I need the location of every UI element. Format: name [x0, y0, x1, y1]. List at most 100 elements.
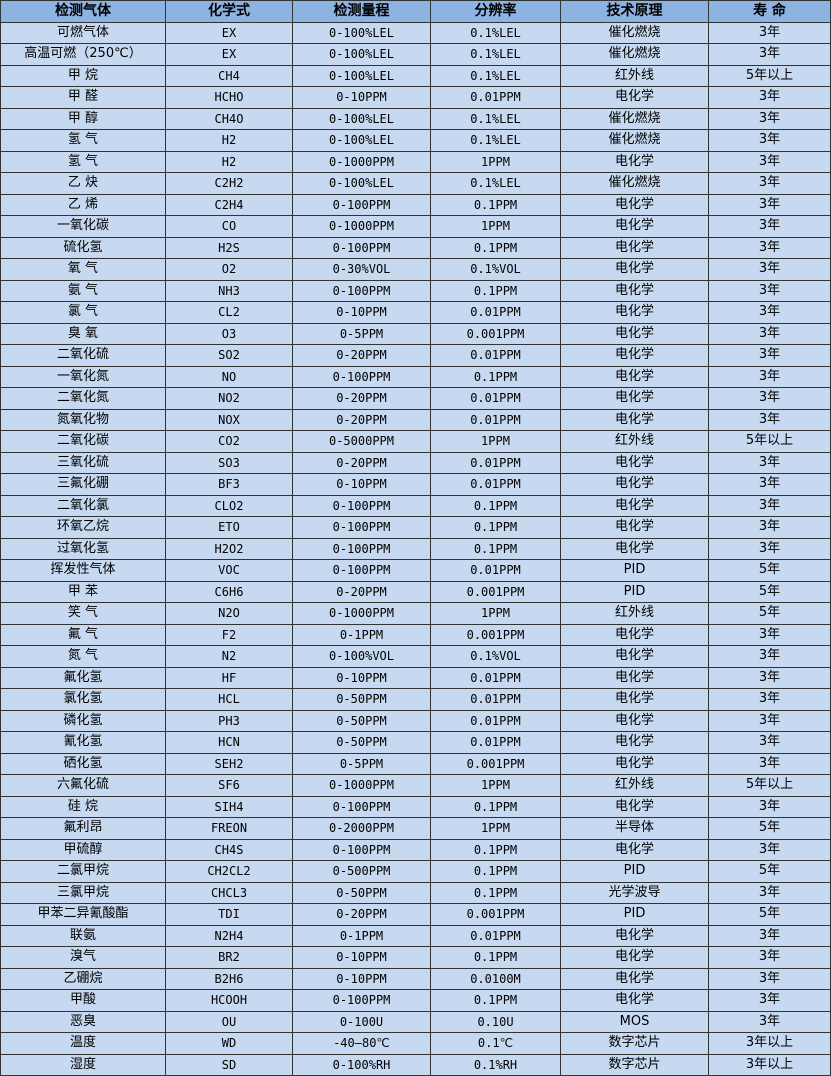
cell-gas-name: 过氧化氢: [0, 537, 166, 560]
cell-lifespan: 3年: [708, 537, 831, 560]
cell-formula: HF: [165, 666, 293, 689]
cell-principle: 电化学: [560, 666, 709, 689]
table-row: 氧 气 O2 0-30%VOL 0.1%VOL 电化学 3年: [0, 258, 831, 281]
cell-lifespan: 3年: [708, 451, 831, 474]
cell-range: 0-100PPM: [292, 537, 431, 560]
table-row: 一氧化氮 NO 0-100PPM 0.1PPM 电化学 3年: [0, 365, 831, 388]
cell-gas-name: 氯化氢: [0, 688, 166, 711]
cell-lifespan: 3年: [708, 344, 831, 367]
table-row: 氟利昂 FREON 0-2000PPM 1PPM 半导体 5年: [0, 817, 831, 840]
cell-principle: PID: [560, 860, 709, 883]
cell-lifespan: 5年以上: [708, 774, 831, 797]
cell-range: 0-100PPM: [292, 365, 431, 388]
table-row: 二氧化氯 CLO2 0-100PPM 0.1PPM 电化学 3年: [0, 494, 831, 517]
cell-principle: 电化学: [560, 688, 709, 711]
table-row: 三氯甲烷 CHCL3 0-50PPM 0.1PPM 光学波导 3年: [0, 881, 831, 904]
cell-principle: 电化学: [560, 924, 709, 947]
cell-range: 0-100PPM: [292, 193, 431, 216]
cell-formula: CH4: [165, 64, 293, 87]
cell-resolution: 0.1%RH: [430, 1053, 561, 1076]
table-row: 硒化氢 SEH2 0-5PPM 0.001PPM 电化学 3年: [0, 752, 831, 775]
cell-range: 0-100%VOL: [292, 645, 431, 668]
cell-range: 0-1PPM: [292, 623, 431, 646]
cell-resolution: 0.01PPM: [430, 473, 561, 496]
cell-range: 0-10PPM: [292, 946, 431, 969]
cell-principle: 半导体: [560, 817, 709, 840]
cell-principle: 电化学: [560, 752, 709, 775]
cell-principle: 数字芯片: [560, 1053, 709, 1076]
cell-principle: 电化学: [560, 279, 709, 302]
cell-range: 0-5PPM: [292, 752, 431, 775]
cell-lifespan: 3年: [708, 107, 831, 130]
cell-resolution: 0.01PPM: [430, 709, 561, 732]
cell-formula: WD: [165, 1032, 293, 1055]
cell-principle: 电化学: [560, 408, 709, 431]
cell-gas-name: 溴气: [0, 946, 166, 969]
cell-range: 0-100%LEL: [292, 107, 431, 130]
cell-gas-name: 三氯甲烷: [0, 881, 166, 904]
cell-gas-name: 硫化氢: [0, 236, 166, 259]
cell-formula: H2O2: [165, 537, 293, 560]
cell-principle: 催化燃烧: [560, 107, 709, 130]
cell-formula: N2: [165, 645, 293, 668]
cell-principle: 电化学: [560, 301, 709, 324]
cell-formula: N2H4: [165, 924, 293, 947]
cell-resolution: 0.0100M: [430, 967, 561, 990]
cell-principle: 电化学: [560, 731, 709, 754]
table-row: 二氧化硫 SO2 0-20PPM 0.01PPM 电化学 3年: [0, 344, 831, 367]
cell-lifespan: 3年: [708, 688, 831, 711]
cell-principle: 催化燃烧: [560, 43, 709, 66]
cell-lifespan: 3年: [708, 193, 831, 216]
cell-resolution: 0.1PPM: [430, 795, 561, 818]
cell-range: 0-100%LEL: [292, 21, 431, 44]
cell-lifespan: 3年: [708, 516, 831, 539]
cell-range: 0-20PPM: [292, 408, 431, 431]
cell-range: 0-50PPM: [292, 688, 431, 711]
cell-resolution: 0.01PPM: [430, 924, 561, 947]
cell-formula: CH2CL2: [165, 860, 293, 883]
cell-formula: NH3: [165, 279, 293, 302]
cell-formula: F2: [165, 623, 293, 646]
cell-lifespan: 3年: [708, 623, 831, 646]
cell-resolution: 0.1%LEL: [430, 129, 561, 152]
cell-lifespan: 3年: [708, 21, 831, 44]
cell-lifespan: 5年: [708, 903, 831, 926]
cell-gas-name: 氢 气: [0, 150, 166, 173]
cell-principle: 数字芯片: [560, 1032, 709, 1055]
cell-range: 0-10PPM: [292, 301, 431, 324]
cell-principle: 电化学: [560, 236, 709, 259]
table-row: 三氧化硫 SO3 0-20PPM 0.01PPM 电化学 3年: [0, 451, 831, 474]
cell-lifespan: 3年: [708, 86, 831, 109]
cell-range: 0-100PPM: [292, 279, 431, 302]
cell-formula: H2S: [165, 236, 293, 259]
cell-principle: 红外线: [560, 774, 709, 797]
table-row: 三氟化硼 BF3 0-10PPM 0.01PPM 电化学 3年: [0, 473, 831, 496]
cell-range: 0-10PPM: [292, 967, 431, 990]
cell-formula: O2: [165, 258, 293, 281]
cell-gas-name: 甲 苯: [0, 580, 166, 603]
cell-principle: 电化学: [560, 322, 709, 345]
cell-resolution: 1PPM: [430, 150, 561, 173]
cell-lifespan: 3年: [708, 989, 831, 1012]
cell-range: 0-1000PPM: [292, 602, 431, 625]
table-row: 氟化氢 HF 0-10PPM 0.01PPM 电化学 3年: [0, 666, 831, 689]
cell-formula: CO2: [165, 430, 293, 453]
cell-lifespan: 3年: [708, 258, 831, 281]
cell-formula: HCN: [165, 731, 293, 754]
table-row: 氢 气 H2 0-100%LEL 0.1%LEL 催化燃烧 3年: [0, 129, 831, 152]
cell-formula: BF3: [165, 473, 293, 496]
cell-gas-name: 联氨: [0, 924, 166, 947]
cell-gas-name: 氨 气: [0, 279, 166, 302]
cell-lifespan: 5年以上: [708, 64, 831, 87]
cell-formula: C2H2: [165, 172, 293, 195]
cell-gas-name: 湿度: [0, 1053, 166, 1076]
cell-gas-name: 甲 醇: [0, 107, 166, 130]
cell-formula: NOX: [165, 408, 293, 431]
cell-lifespan: 3年: [708, 236, 831, 259]
cell-formula: SD: [165, 1053, 293, 1076]
cell-formula: EX: [165, 21, 293, 44]
cell-principle: 电化学: [560, 795, 709, 818]
cell-formula: CO: [165, 215, 293, 238]
cell-range: 0-20PPM: [292, 387, 431, 410]
table-row: 硫化氢 H2S 0-100PPM 0.1PPM 电化学 3年: [0, 236, 831, 259]
